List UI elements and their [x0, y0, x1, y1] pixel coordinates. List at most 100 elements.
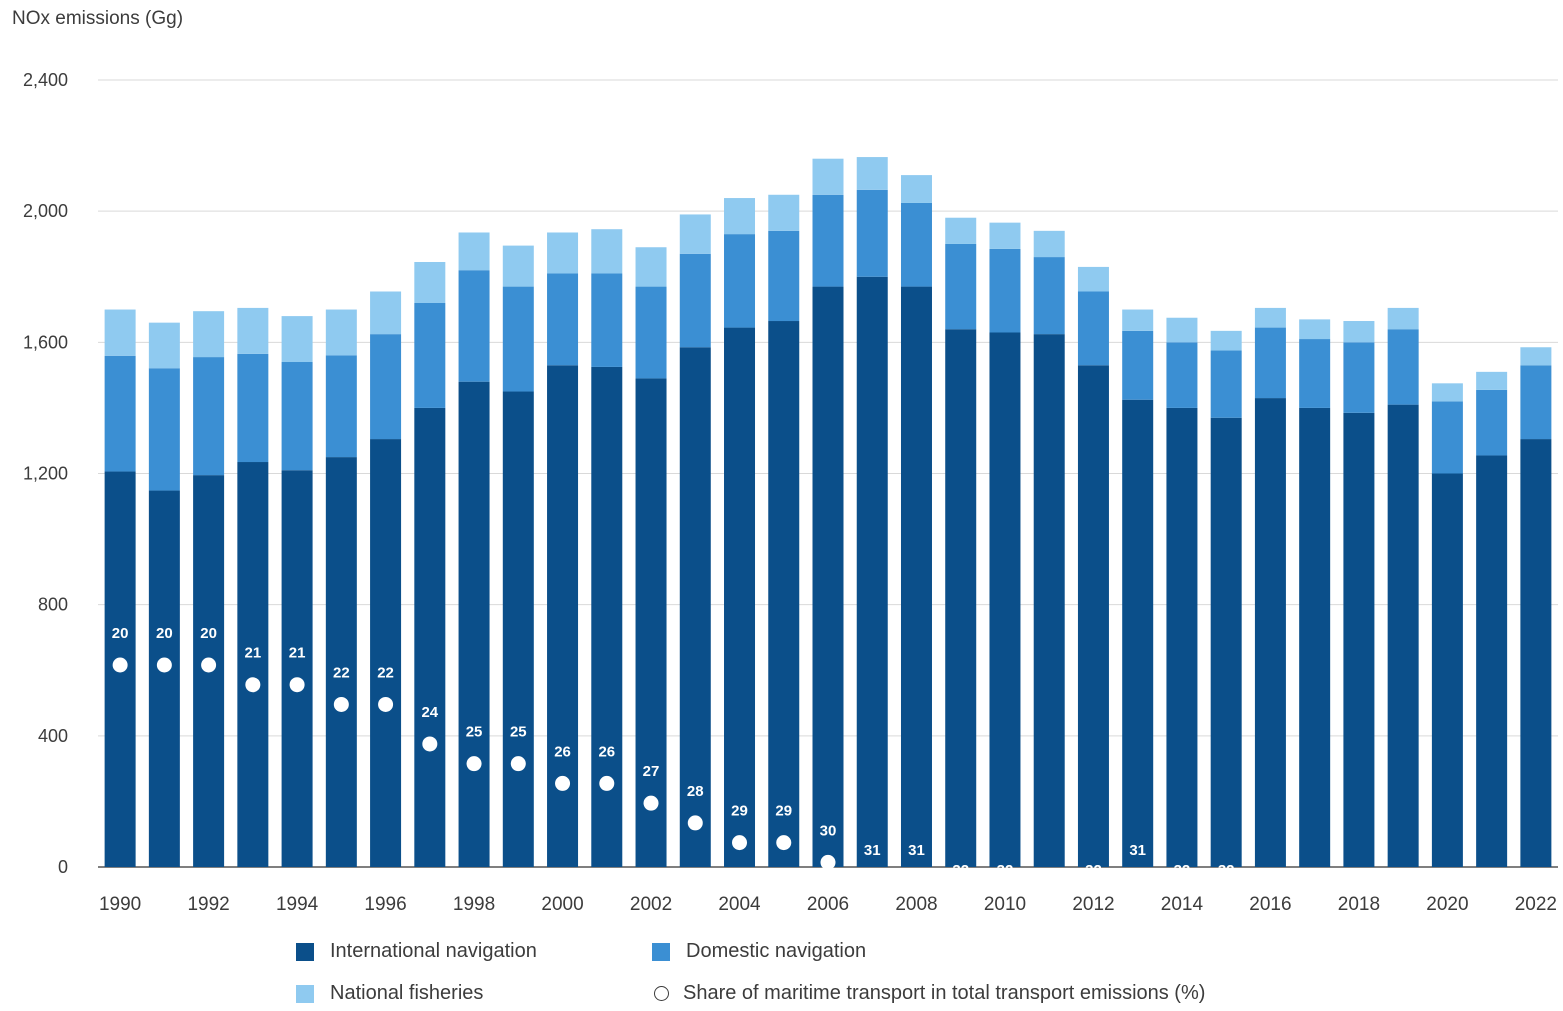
- y-axis-ticks: 0 400 800 1,200 1,600 2,000 2,400: [23, 70, 68, 877]
- bar-domestic: [900, 202, 932, 287]
- share-marker: [201, 657, 217, 673]
- share-marker: [1085, 894, 1101, 910]
- bar-domestic: [1077, 291, 1109, 366]
- bar-domestic: [148, 368, 180, 491]
- bar-international: [237, 462, 269, 867]
- bar-domestic: [1387, 329, 1419, 405]
- bar-fisheries: [1387, 307, 1419, 330]
- share-value-label: 33: [1351, 882, 1368, 899]
- bar-domestic: [812, 194, 844, 287]
- x-tick-label: 1998: [453, 894, 495, 915]
- bar-fisheries: [547, 232, 579, 274]
- share-marker: [1218, 894, 1234, 910]
- share-marker: [245, 677, 261, 693]
- y-axis-title: NOx emissions (Gg): [12, 8, 184, 29]
- bar-fisheries: [945, 217, 977, 244]
- share-marker: [466, 756, 482, 772]
- share-marker: [953, 894, 969, 910]
- bar-domestic: [856, 189, 888, 277]
- share-value-label: 32: [1218, 862, 1235, 879]
- share-value-label: 32: [952, 862, 969, 879]
- bar-international: [370, 439, 402, 867]
- bar-fisheries: [724, 198, 756, 235]
- bar-international: [724, 327, 756, 867]
- bar-international: [1254, 398, 1286, 867]
- bar-domestic: [104, 355, 136, 472]
- bar-domestic: [547, 273, 579, 366]
- bar-fisheries: [1166, 317, 1198, 343]
- y-tick-label: 400: [38, 726, 68, 746]
- bar-fisheries: [1122, 309, 1154, 331]
- bar-international: [945, 329, 977, 867]
- y-tick-label: 1,600: [23, 332, 68, 352]
- legend-item-international: International navigation: [296, 940, 537, 963]
- share-value-label: 20: [112, 625, 129, 642]
- x-tick-label: 2022: [1515, 894, 1557, 915]
- share-value-label: 29: [775, 803, 792, 820]
- bar-international: [900, 286, 932, 867]
- x-tick-label: 2002: [630, 894, 672, 915]
- x-tick-label: 2014: [1161, 894, 1204, 915]
- bar-domestic: [1343, 342, 1375, 413]
- bar-domestic: [414, 302, 446, 408]
- bar-fisheries: [104, 309, 136, 356]
- x-tick-label: 2018: [1338, 894, 1380, 915]
- share-marker: [820, 854, 836, 870]
- legend-item-share: Share of maritime transport in total tra…: [654, 982, 1205, 1005]
- x-tick-label: 2020: [1426, 894, 1468, 915]
- bar-international: [325, 457, 357, 867]
- bar-international: [1520, 439, 1552, 867]
- x-tick-label: 2008: [895, 894, 937, 915]
- share-value-label: 29: [731, 803, 748, 820]
- share-value-label: 28: [687, 783, 704, 800]
- share-value-label: 25: [510, 724, 527, 741]
- bar-international: [281, 470, 313, 867]
- bar-international: [414, 407, 446, 867]
- bar-domestic: [193, 357, 225, 476]
- share-marker: [643, 795, 659, 811]
- bar-fisheries: [989, 222, 1021, 249]
- bar-domestic: [635, 286, 667, 379]
- share-marker: [997, 894, 1013, 910]
- share-markers: 20 20 20 21 21 22 22 24 25 25 26 26 27 28 29 29 30 31 31 32…: [112, 625, 1412, 935]
- bar-fisheries: [1476, 371, 1508, 390]
- share-marker: [908, 874, 924, 890]
- x-tick-label: 2006: [807, 894, 849, 915]
- bar-domestic: [945, 243, 977, 330]
- share-marker: [1307, 914, 1323, 930]
- bar-international: [768, 321, 800, 867]
- share-marker: [687, 815, 703, 831]
- y-tick-label: 1,200: [23, 464, 68, 484]
- bar-fisheries: [1343, 321, 1375, 343]
- legend: International navigation Domestic naviga…: [296, 940, 1396, 1010]
- bar-fisheries: [856, 157, 888, 190]
- bar-domestic: [370, 334, 402, 440]
- bar-domestic: [325, 355, 357, 458]
- bar-international: [1431, 473, 1463, 867]
- share-marker: [1351, 914, 1367, 930]
- bar-international: [591, 366, 623, 867]
- x-tick-label: 1994: [276, 894, 319, 915]
- x-tick-label: 2016: [1249, 894, 1291, 915]
- bar-domestic: [1520, 365, 1552, 440]
- bar-international: [989, 332, 1021, 867]
- share-value-label: 26: [554, 743, 571, 760]
- legend-swatch-share-circle: [654, 986, 669, 1001]
- share-marker: [510, 756, 526, 772]
- share-value-label: 31: [864, 842, 881, 859]
- bar-international: [679, 347, 711, 867]
- x-tick-label: 2012: [1072, 894, 1114, 915]
- x-tick-label: 1996: [364, 894, 406, 915]
- bar-international: [502, 391, 534, 867]
- y-tick-label: 2,000: [23, 201, 68, 221]
- bar-fisheries: [237, 307, 269, 354]
- bar-domestic: [1254, 327, 1286, 399]
- share-marker: [1041, 914, 1057, 930]
- share-value-label: 20: [200, 625, 217, 642]
- bar-international: [1166, 407, 1198, 867]
- share-marker: [1262, 914, 1278, 930]
- bar-international: [148, 490, 180, 867]
- share-value-label: 31: [1129, 842, 1146, 859]
- share-value-label: 24: [421, 704, 438, 721]
- share-marker: [156, 657, 172, 673]
